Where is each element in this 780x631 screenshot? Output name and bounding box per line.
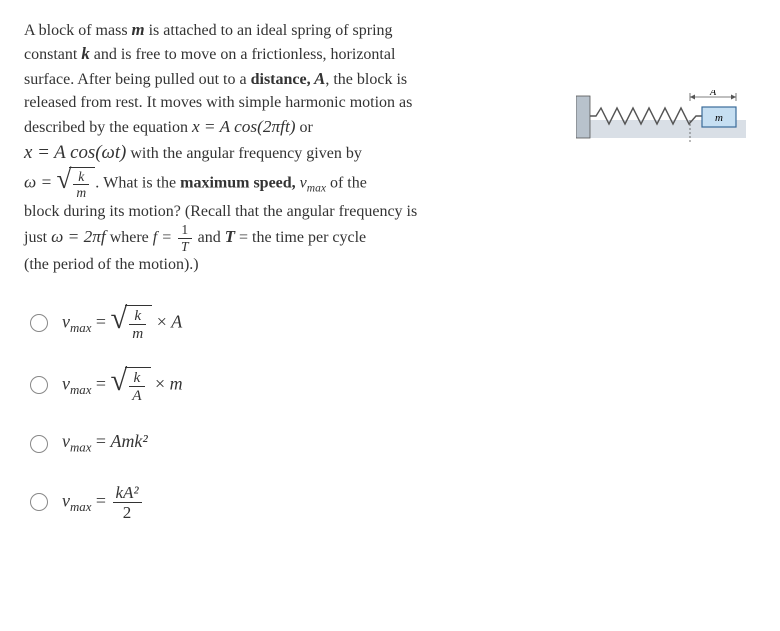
text: constant [24,46,81,63]
answer-expr: vmax = kA²2 [62,484,144,521]
var-k: k [81,44,89,63]
text: , the block is [325,71,407,88]
problem-text: A block of mass m is attached to an idea… [24,18,558,547]
text: is attached to an ideal spring of spring [145,22,393,39]
spring-mass-diagram: m A [576,18,756,157]
text: . What is the [95,174,180,191]
answer-option-3[interactable]: vmax = Amk² [30,429,558,457]
frac-1-over-T: 1T [178,223,192,253]
equation-3: ω = 2πf [51,227,106,246]
text: or [296,119,313,136]
text: with the angular frequency given by [126,145,361,162]
equation-1: x = A cos(2πft) [192,117,296,136]
equation-2: x = A cos(ωt) [24,142,126,163]
text: block during its motion? (Recall that th… [24,203,417,220]
radio-icon[interactable] [30,314,48,332]
vmax-v: v [296,174,307,191]
radio-icon[interactable] [30,493,48,511]
answer-expr: vmax = √kA × m [62,367,183,403]
answer-option-2[interactable]: vmax = √kA × m [30,367,558,403]
text: of the [326,174,367,191]
wall [576,96,590,138]
text: A block of mass [24,22,132,39]
answer-option-1[interactable]: vmax = √km × A [30,305,558,341]
answer-option-4[interactable]: vmax = kA²2 [30,484,558,521]
vmax-sub: max [307,182,326,194]
text: released from rest. It moves with simple… [24,94,412,111]
dim-label: A [709,90,717,98]
text: described by the equation [24,119,192,136]
var-T: T [225,227,235,246]
answer-expr: vmax = √km × A [62,305,182,341]
text: and is free to move on a frictionless, h… [90,46,396,63]
text: and [194,229,225,246]
bold-distance: distance, [251,71,311,88]
radio-icon[interactable] [30,435,48,453]
var-m: m [132,20,145,39]
text: just [24,229,51,246]
block-label: m [715,112,723,124]
text: (the period of the motion).) [24,256,199,273]
diagram-svg: m A [576,90,746,150]
answer-options: vmax = √km × A vmax = √kA × m vmax = Amk… [24,305,558,521]
text: surface. After being pulled out to a [24,71,251,88]
f-eq: f = [153,229,176,246]
text: = the time per cycle [235,229,366,246]
omega-eq: ω = [24,172,56,191]
text: where [106,229,153,246]
sqrt-k-over-m: √km [56,167,95,200]
answer-expr: vmax = Amk² [62,429,148,457]
var-A: A [311,69,326,88]
radio-icon[interactable] [30,376,48,394]
bold-maxspeed: maximum speed, [180,174,296,191]
